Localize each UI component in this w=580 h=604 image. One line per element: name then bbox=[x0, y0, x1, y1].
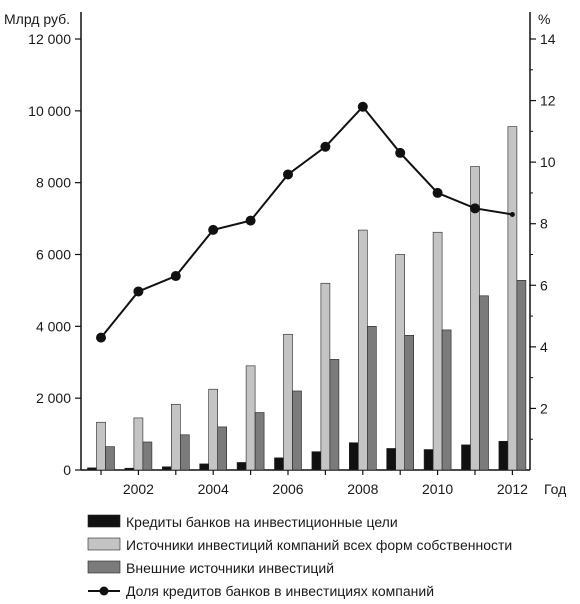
bar-3 bbox=[105, 446, 115, 471]
bar-2 bbox=[208, 388, 218, 471]
bar-2 bbox=[133, 417, 144, 471]
right-tick-label: 2 bbox=[540, 400, 548, 416]
bar-3 bbox=[404, 335, 415, 471]
left-tick-label: 10 000 bbox=[28, 103, 71, 119]
bar-2 bbox=[245, 365, 256, 471]
line-point bbox=[395, 147, 406, 158]
right-tick-label: 6 bbox=[540, 277, 548, 293]
bar-2 bbox=[96, 421, 106, 471]
line-point bbox=[509, 211, 515, 217]
line-point bbox=[357, 101, 368, 112]
x-axis-title: Год bbox=[544, 481, 566, 497]
line-point bbox=[432, 187, 443, 198]
legend-swatch bbox=[87, 537, 121, 551]
legend: Кредиты банков на инвестиционные цели Ист… bbox=[87, 514, 512, 599]
left-axis-ticks: 0 2 000 4 000 6 000 8 000 10 000 12 000 bbox=[28, 31, 81, 478]
bar-2 bbox=[395, 254, 406, 471]
plot-area bbox=[80, 12, 531, 471]
right-tick-label: 12 bbox=[540, 93, 556, 109]
x-tick-label: 2002 bbox=[123, 481, 154, 497]
x-axis-ticks: 2002 2004 2006 2008 2010 2012 bbox=[100, 470, 528, 497]
right-tick-label: 4 bbox=[540, 339, 548, 355]
bar-3 bbox=[366, 326, 377, 471]
legend-label: Внешние источники инвестиций bbox=[126, 560, 334, 576]
line-point bbox=[208, 224, 219, 235]
left-tick-label: 6 000 bbox=[36, 247, 71, 263]
bar-3 bbox=[479, 295, 489, 471]
bar-3 bbox=[441, 329, 452, 471]
bar-2 bbox=[357, 229, 368, 471]
right-axis-ticks: 2 4 6 8 10 12 14 bbox=[530, 31, 556, 440]
left-tick-label: 12 000 bbox=[28, 31, 71, 47]
bar-2 bbox=[432, 231, 443, 471]
line-point bbox=[283, 169, 293, 180]
bar-1 bbox=[274, 457, 284, 471]
legend-label: Кредиты банков на инвестиционные цели bbox=[126, 514, 398, 530]
line-series bbox=[96, 101, 515, 343]
legend-swatch bbox=[88, 586, 120, 596]
left-axis-title: Млрд руб. bbox=[4, 11, 70, 27]
bar-2 bbox=[171, 403, 181, 471]
x-tick-label: 2004 bbox=[198, 481, 229, 497]
bar-2 bbox=[507, 126, 518, 471]
line-path bbox=[100, 105, 513, 339]
legend-swatch bbox=[87, 514, 121, 528]
bar-1 bbox=[162, 466, 172, 471]
x-tick-label: 2006 bbox=[272, 481, 303, 497]
line-point bbox=[245, 215, 256, 226]
legend-label: Источники инвестиций компаний всех форм … bbox=[126, 537, 512, 553]
right-tick-label: 8 bbox=[540, 216, 548, 232]
line-point bbox=[470, 203, 480, 214]
bar-1 bbox=[311, 451, 322, 471]
bar-1 bbox=[423, 449, 434, 471]
bar-3 bbox=[292, 390, 302, 471]
bar-3 bbox=[329, 359, 340, 471]
bar-3 bbox=[254, 412, 265, 471]
line-point bbox=[96, 332, 106, 343]
left-tick-label: 8 000 bbox=[36, 175, 71, 191]
bar-2 bbox=[320, 282, 331, 471]
x-tick-label: 2010 bbox=[422, 481, 453, 497]
bar-1 bbox=[498, 440, 509, 471]
bar-1 bbox=[236, 462, 247, 471]
right-tick-label: 14 bbox=[540, 31, 556, 47]
bar-1 bbox=[124, 467, 135, 471]
bar-1 bbox=[87, 467, 97, 471]
x-tick-label: 2008 bbox=[347, 481, 378, 497]
bar-1 bbox=[348, 442, 359, 471]
bar-3 bbox=[180, 434, 190, 471]
x-tick-label: 2012 bbox=[497, 481, 528, 497]
bar-1 bbox=[199, 463, 209, 471]
right-axis-title: % bbox=[538, 11, 550, 27]
line-point bbox=[170, 271, 181, 282]
bar-3 bbox=[217, 426, 227, 471]
bar-3 bbox=[516, 280, 527, 471]
bar-series bbox=[87, 126, 527, 471]
bar-3 bbox=[142, 441, 153, 471]
left-tick-label: 2 000 bbox=[36, 390, 71, 406]
left-tick-label: 4 000 bbox=[36, 318, 71, 334]
legend-label: Доля кредитов банков в инвестициях компа… bbox=[126, 583, 434, 599]
right-tick-label: 10 bbox=[540, 154, 556, 170]
line-point bbox=[133, 286, 144, 297]
bar-2 bbox=[283, 333, 293, 471]
left-tick-label: 0 bbox=[63, 462, 71, 478]
line-point bbox=[320, 141, 331, 152]
legend-swatch bbox=[87, 560, 121, 574]
bar-1 bbox=[386, 448, 397, 471]
bar-1 bbox=[461, 444, 471, 471]
